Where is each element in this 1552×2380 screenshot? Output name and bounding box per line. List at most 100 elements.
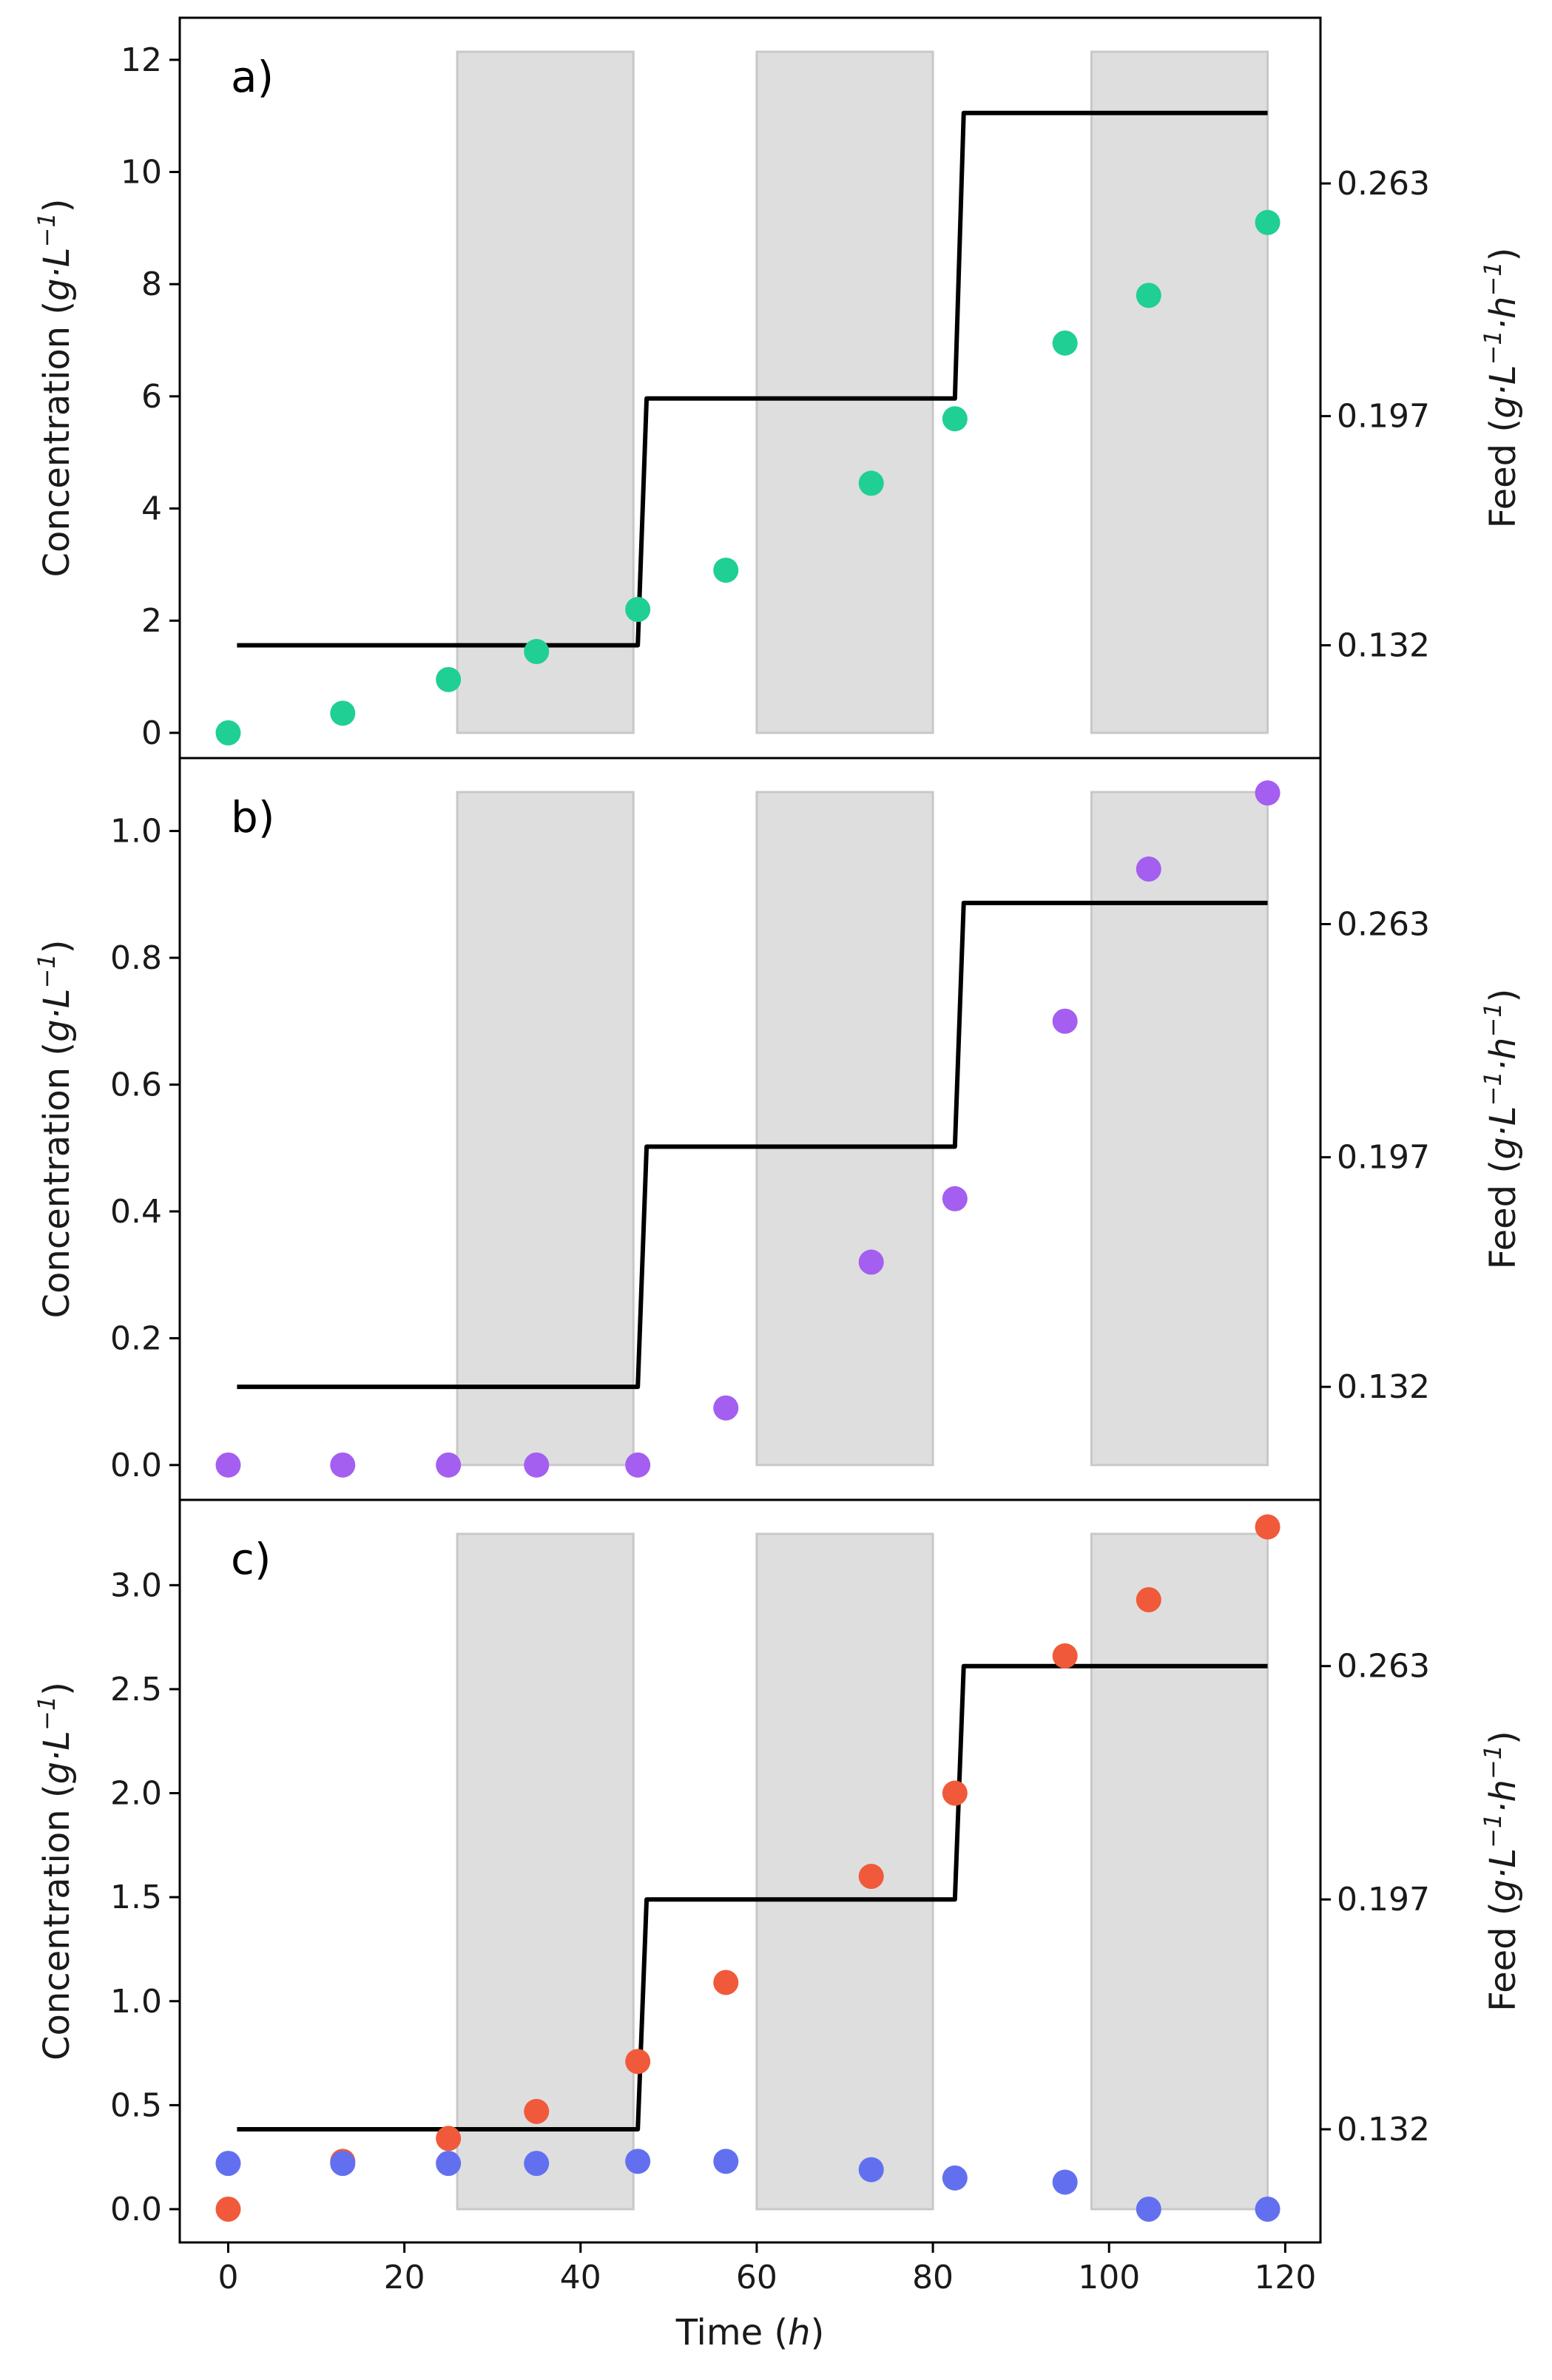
scatter-2-point [713,2149,739,2174]
data-points [215,1514,1281,2222]
scatter-1-point [1255,780,1281,806]
scatter-1-point [1136,283,1161,308]
panel-b: 0.0 0.2 0.4 0.6 0.8 1.0 0.132 0.197 0.263 b) Co… [33,757,1524,1501]
shaded-region [456,791,635,1467]
y2-tick-label: 0.263 [1337,165,1430,203]
scatter-1-point [436,2126,462,2151]
y2-axis-ticks: 0.132 0.197 0.263 [1320,1648,1430,2149]
x-tick-label: 80 [912,2259,954,2296]
scatter-2-point [1052,2169,1078,2195]
scatter-2-point [858,2157,884,2183]
y2-axis-label: Feed (g·L−1·h−1) [1479,1731,1524,2012]
y-axis-label: Concentration (g·L−1) [33,940,78,1319]
shaded-region [456,50,635,734]
scatter-1-point [1255,209,1281,235]
x-tick-label: 0 [217,2259,238,2296]
y-tick-label: 1.0 [110,1983,162,2021]
y-tick-label: 8 [141,266,162,303]
feed-series-line [237,110,1268,648]
y-axis-ticks: 0 2 4 6 8 10 12 [121,41,180,752]
y2-axis-label: Feed (g·L−1·h−1) [1479,248,1524,529]
y-tick-label: 6 [141,378,162,416]
scatter-2-point [942,2165,968,2191]
x-tick-label: 100 [1078,2259,1140,2296]
y-axis-label: Concentration (g·L−1) [33,1682,78,2060]
y-tick-label: 2 [141,602,162,640]
y2-tick-label: 0.263 [1337,905,1430,943]
scatter-1-point [330,700,356,726]
y2-tick-label: 0.197 [1337,1139,1430,1177]
scatter-1-point [713,557,739,583]
x-tick-label: 60 [736,2259,777,2296]
y-axis-ticks: 0.0 0.2 0.4 0.6 0.8 1.0 [110,813,180,1484]
scatter-1-point [215,2197,241,2222]
y-tick-label: 3.0 [110,1566,162,1604]
y2-tick-label: 0.197 [1337,1881,1430,1918]
scatter-1-point [524,1452,550,1478]
y2-tick-label: 0.263 [1337,1648,1430,1686]
shaded-region [755,50,934,734]
data-points [215,209,1281,746]
y-axis-ticks: 0.0 0.5 1.0 1.5 2.0 2.5 3.0 [110,1566,180,2228]
data-points [215,780,1281,1478]
scatter-2-point [330,2151,356,2177]
y-tick-label: 4 [141,490,162,528]
scatter-1-point [1136,1586,1161,1612]
y2-axis-ticks: 0.132 0.197 0.263 [1320,165,1430,664]
scatter-1-point [858,1249,884,1275]
scatter-1-point [942,1186,968,1211]
scatter-1-point [1255,1514,1281,1540]
y2-axis-label: Feed (g·L−1·h−1) [1479,989,1524,1270]
y2-tick-label: 0.197 [1337,398,1430,436]
scatter-1-point [1052,1643,1078,1669]
y2-tick-label: 0.132 [1337,626,1430,664]
y-tick-label: 0.2 [110,1319,162,1357]
scatter-1-point [524,638,550,664]
y-tick-label: 0.0 [110,1447,162,1484]
scatter-2-point [524,2151,550,2177]
y-axis-label: Concentration (g·L−1) [33,199,78,578]
shaded-region [1090,50,1269,734]
y-tick-label: 0.5 [110,2086,162,2124]
scatter-1-point [330,1452,356,1478]
x-axis-ticks: 0 20 40 60 80 100 120 [217,2242,1316,2296]
shaded-region [755,791,934,1467]
scatter-1-point [713,1395,739,1421]
scatter-2-point [625,2149,651,2174]
scatter-1-point [625,2049,651,2075]
scatter-1-point [1052,330,1078,356]
scatter-1-point [215,720,241,746]
scatter-1-point [625,1452,651,1478]
y2-tick-label: 0.132 [1337,2111,1430,2149]
x-tick-label: 40 [560,2259,601,2296]
feed-series-line [237,1663,1268,2132]
scatter-1-point [436,666,462,692]
y-tick-label: 0.6 [110,1066,162,1103]
shaded-regions [456,50,1269,734]
shaded-region [755,1532,934,2211]
scatter-1-point [1136,856,1161,882]
shaded-regions [456,791,1269,1467]
feed-series-line [237,900,1268,1390]
y-tick-label: 1.0 [110,813,162,851]
shaded-region [1090,1532,1269,2211]
scatter-2-point [215,2151,241,2177]
shaded-region [456,1532,635,2211]
scatter-1-point [858,1864,884,1890]
y-tick-label: 0.0 [110,2191,162,2228]
panel-label: b) [231,792,274,842]
scatter-1-point [625,597,651,623]
scatter-2-point [436,2151,462,2177]
scatter-1-point [1052,1008,1078,1034]
plot-frame [178,1498,1322,2244]
feed-line [237,1663,1268,2132]
scatter-1-point [524,2098,550,2124]
scatter-1-point [942,406,968,432]
y-tick-label: 0 [141,714,162,752]
y2-tick-label: 0.132 [1337,1368,1430,1406]
x-tick-label: 20 [384,2259,425,2296]
x-axis-label: Time (h) [675,2312,825,2353]
feed-line [237,900,1268,1390]
y-tick-label: 0.8 [110,939,162,977]
